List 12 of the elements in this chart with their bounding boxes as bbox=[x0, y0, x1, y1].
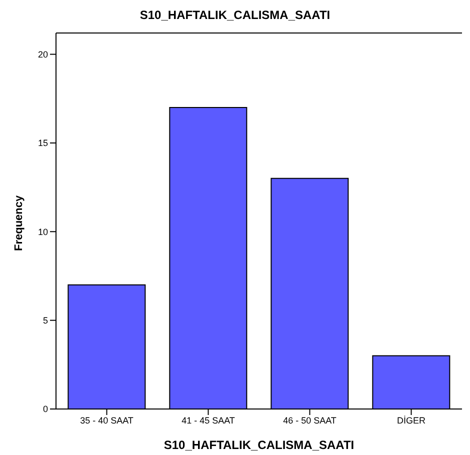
y-tick-label: 20 bbox=[38, 49, 48, 60]
y-tick-label: 10 bbox=[38, 226, 48, 237]
y-axis-title: Frequency bbox=[12, 194, 25, 251]
x-tick-label: 46 - 50 SAAT bbox=[283, 415, 337, 426]
y-tick-label: 15 bbox=[38, 138, 48, 148]
chart-title: S10_HAFTALIK_CALISMA_SAATI bbox=[138, 8, 332, 24]
x-axis-title: S10_HAFTALIK_CALISMA_SAATI bbox=[164, 438, 354, 452]
x-tick-label: 41 - 45 SAAT bbox=[182, 415, 236, 426]
y-tick-label: 0 bbox=[42, 404, 48, 414]
x-tick-label: 35 - 40 SAAT bbox=[80, 415, 134, 426]
y-tick-label: 5 bbox=[42, 316, 48, 326]
x-tick-label: DİGER bbox=[396, 415, 426, 426]
